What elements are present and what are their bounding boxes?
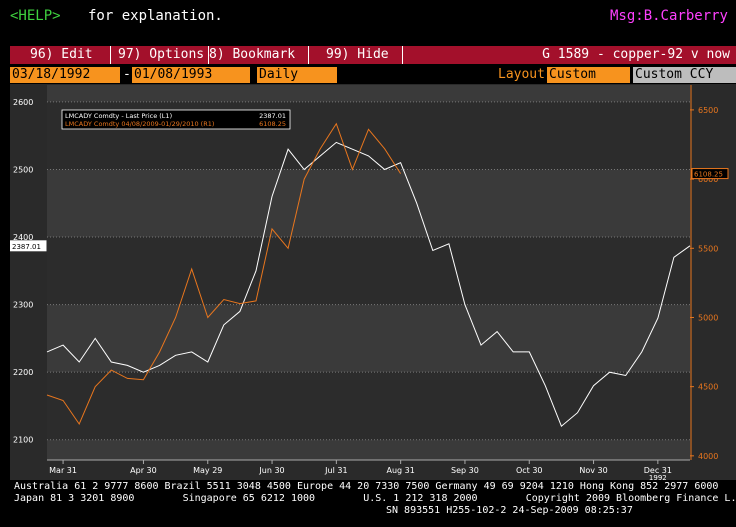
- currency[interactable]: Custom CCY: [633, 67, 736, 83]
- menu-title: G 1589 - copper-92 v now: [542, 47, 730, 62]
- x-year-label: 1992: [649, 474, 667, 480]
- x-tick-label: Mar 31: [49, 466, 77, 475]
- legend-label: LMCADY Comdty - Last Price (L1): [65, 112, 172, 120]
- legend-value: 6108.25: [259, 120, 286, 128]
- last-value-tag: [10, 240, 47, 252]
- x-tick-label: Oct 30: [516, 466, 543, 475]
- legend-box: [61, 109, 291, 130]
- x-tick-label: Jun 30: [258, 466, 284, 475]
- y-tick-label: 2500: [13, 165, 33, 174]
- x-tick-label: Sep 30: [451, 466, 479, 475]
- y-tick-label: 2100: [13, 436, 33, 445]
- plot-band: [47, 439, 690, 460]
- x-tick-label: May 29: [193, 466, 222, 475]
- last-value-tag: [691, 168, 729, 180]
- menu-item[interactable]: 97) Options: [118, 47, 205, 62]
- menu-bar: 96) Edit 97) Options 8) Bookmark 99) Hid…: [10, 46, 736, 64]
- start-date[interactable]: 03/18/1992: [10, 67, 120, 83]
- x-tick-label: Apr 30: [130, 466, 157, 475]
- help-text: for explanation.: [88, 8, 223, 24]
- separator: [208, 46, 209, 64]
- footer-line: Japan 81 3 3201 8900 Singapore 65 6212 1…: [14, 493, 736, 504]
- period[interactable]: Daily: [257, 67, 337, 83]
- y2-tick-label: 4500: [698, 383, 718, 392]
- x-tick-label: Nov 30: [579, 466, 607, 475]
- x-tick-label: Aug 31: [386, 466, 414, 475]
- layout-label: Layout: [498, 67, 545, 82]
- plot-band: [47, 85, 690, 102]
- separator: [402, 46, 403, 64]
- date-separator: -: [123, 67, 131, 82]
- message[interactable]: Msg:B.Carberry: [609, 8, 728, 24]
- separator: [308, 46, 309, 64]
- plot-band: [47, 237, 690, 305]
- end-date[interactable]: 01/08/1993: [132, 67, 250, 83]
- last-value-label: 2387.01: [12, 243, 41, 251]
- footer-line: SN 893551 H255-102-2 24-Sep-2009 08:25:3…: [386, 505, 633, 516]
- x-tick-label: Dec 31: [644, 466, 672, 475]
- y-tick-label: 2600: [13, 98, 33, 107]
- y2-tick-label: 5000: [698, 313, 718, 322]
- menu-item[interactable]: 96) Edit: [30, 47, 93, 62]
- series-line: [46, 122, 402, 426]
- menu-item[interactable]: 99) Hide: [326, 47, 389, 62]
- separator: [110, 46, 111, 64]
- plot-band: [47, 169, 690, 238]
- series-line: [46, 141, 691, 428]
- y2-tick-label: 6000: [698, 175, 718, 184]
- layout[interactable]: Custom: [547, 67, 630, 83]
- footer-line: Australia 61 2 9777 8600 Brazil 5511 304…: [14, 481, 719, 492]
- last-value-label: 6108.25: [694, 171, 723, 179]
- y2-tick-label: 5500: [698, 244, 718, 253]
- y-tick-label: 2400: [13, 233, 33, 242]
- menu-item[interactable]: 8) Bookmark: [209, 47, 296, 62]
- y-tick-label: 2300: [13, 301, 33, 310]
- help-key[interactable]: <HELP>: [10, 8, 61, 24]
- y2-tick-label: 6500: [698, 106, 718, 115]
- chart: 2100 2200 2300 2400 2500 2600 4000 4500 5000 5500…: [10, 84, 736, 480]
- y-tick-label: 2200: [13, 368, 33, 377]
- legend-value: 2387.01: [259, 112, 286, 120]
- y2-tick-label: 4000: [698, 452, 718, 461]
- plot-band: [47, 372, 690, 440]
- plot-band: [47, 304, 690, 373]
- x-tick-label: Jul 31: [324, 466, 347, 475]
- legend-label: LMCADY Comdty 04/08/2009-01/29/2010 (R1): [65, 120, 214, 128]
